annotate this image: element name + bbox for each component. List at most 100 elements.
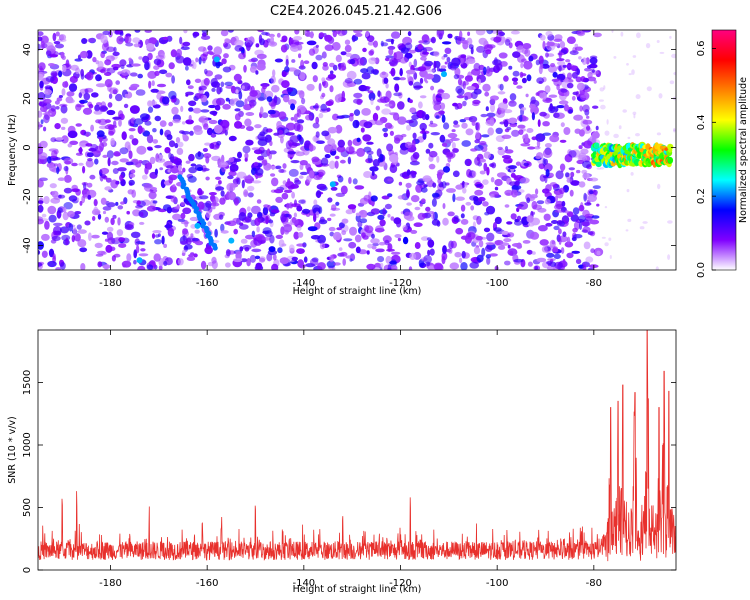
heatmap-cell: [130, 231, 141, 238]
spectrogram-frame: [37, 29, 677, 271]
heatmap-cell: [243, 64, 247, 73]
heatmap-cell: [355, 214, 361, 223]
heatmap-cell: [628, 73, 632, 76]
heatmap-cell: [419, 50, 429, 58]
heatmap-cell: [318, 82, 322, 92]
heatmap-cell: [57, 194, 66, 199]
heatmap-cell: [41, 233, 50, 241]
heatmap-cell: [135, 161, 142, 168]
heatmap-cell: [280, 136, 284, 144]
heatmap-cell: [247, 192, 254, 198]
heatmap-cell: [507, 244, 511, 249]
heatmap-cell: [587, 267, 595, 270]
heatmap-cell: [60, 104, 68, 114]
colorbar: 0.0 0.2 0.4 0.6 Normalized spectral amplitu…: [696, 29, 749, 278]
heatmap-cell: [459, 257, 463, 264]
heatmap-cell: [669, 35, 672, 39]
heatmap-cell: [425, 80, 429, 84]
heatmap-cell: [352, 119, 360, 129]
heatmap-cell: [294, 30, 300, 35]
heatmap-cell: [582, 263, 587, 270]
heatmap-cell: [39, 140, 48, 149]
heatmap-cell: [133, 118, 144, 125]
heatmap-cell: [429, 120, 434, 125]
heatmap-cell: [195, 57, 199, 63]
heatmap-cell: [462, 187, 467, 194]
heatmap-cell: [43, 126, 47, 132]
heatmap-cell: [512, 51, 521, 58]
heatmap-cell: [527, 146, 536, 150]
heatmap-cell: [79, 247, 88, 253]
heatmap-cell: [166, 222, 170, 231]
heatmap-cell: [531, 112, 536, 121]
heatmap-cell: [508, 160, 513, 164]
heatmap-cell: [313, 199, 318, 206]
heatmap-cell: [455, 227, 464, 235]
heatmap-cell: [448, 248, 453, 254]
heatmap-cell: [542, 40, 546, 50]
heatmap-cell: [213, 56, 220, 63]
heatmap-cell: [613, 56, 617, 59]
heatmap-cell: [377, 214, 385, 221]
heatmap-cell: [622, 109, 627, 113]
heatmap-cell: [371, 245, 377, 250]
heatmap-cell: [104, 238, 109, 242]
heatmap-cell: [154, 239, 162, 245]
heatmap-cell: [369, 166, 379, 172]
heatmap-cell: [261, 237, 271, 241]
heatmap-cell: [294, 199, 297, 206]
heatmap-cell: [296, 243, 306, 247]
heatmap-cell: [512, 70, 520, 77]
heatmap-cell: [448, 240, 454, 250]
heatmap-cell: [159, 128, 164, 136]
heatmap-cell: [258, 34, 263, 44]
heatmap-cell: [331, 41, 341, 51]
heatmap-cell: [521, 77, 527, 84]
heatmap-cell: [189, 130, 194, 136]
heatmap-cell: [592, 105, 599, 109]
heatmap-cell: [94, 104, 100, 112]
heatmap-cell: [225, 249, 231, 257]
heatmap-cell: [345, 52, 353, 57]
heatmap-cell: [550, 63, 556, 68]
heatmap-cell: [329, 213, 336, 217]
heatmap-cell: [232, 217, 240, 223]
heatmap-cell: [464, 182, 468, 188]
heatmap-cell: [566, 36, 576, 44]
heatmap-cell: [303, 60, 310, 64]
heatmap-cell: [124, 34, 129, 44]
heatmap-cell: [508, 100, 517, 107]
heatmap-cell: [297, 231, 304, 238]
heatmap-cell: [104, 119, 111, 124]
heatmap-cell: [88, 232, 92, 241]
heatmap-cell: [146, 43, 155, 51]
heatmap-cell: [170, 195, 177, 203]
heatmap-cell: [286, 87, 294, 93]
heatmap-cell: [405, 182, 412, 189]
heatmap-cell: [296, 108, 302, 118]
heatmap-cell: [276, 120, 282, 130]
heatmap-cell: [84, 220, 91, 226]
heatmap-cell: [576, 68, 580, 76]
heatmap-cell: [559, 41, 566, 49]
heatmap-cell: [551, 198, 555, 204]
heatmap-cell: [182, 167, 186, 173]
heatmap-cell: [609, 255, 612, 259]
heatmap-cell: [453, 124, 460, 128]
heatmap-cell: [428, 123, 438, 128]
heatmap-cell: [632, 55, 637, 58]
heatmap-cell: [185, 65, 189, 71]
heatmap-cell: [312, 122, 320, 129]
heatmap-cell: [147, 106, 154, 113]
heatmap-cell: [599, 87, 605, 92]
heatmap-cell: [409, 107, 417, 113]
heatmap-cell: [513, 81, 518, 85]
heatmap-cell: [215, 176, 222, 180]
heatmap-cell: [70, 64, 79, 71]
heatmap-cell: [38, 92, 46, 101]
heatmap-cell: [453, 74, 460, 80]
heatmap-cell: [390, 31, 401, 39]
heatmap-cell: [407, 31, 412, 37]
heatmap-cell: [63, 165, 69, 172]
heatmap-cell: [380, 262, 384, 269]
